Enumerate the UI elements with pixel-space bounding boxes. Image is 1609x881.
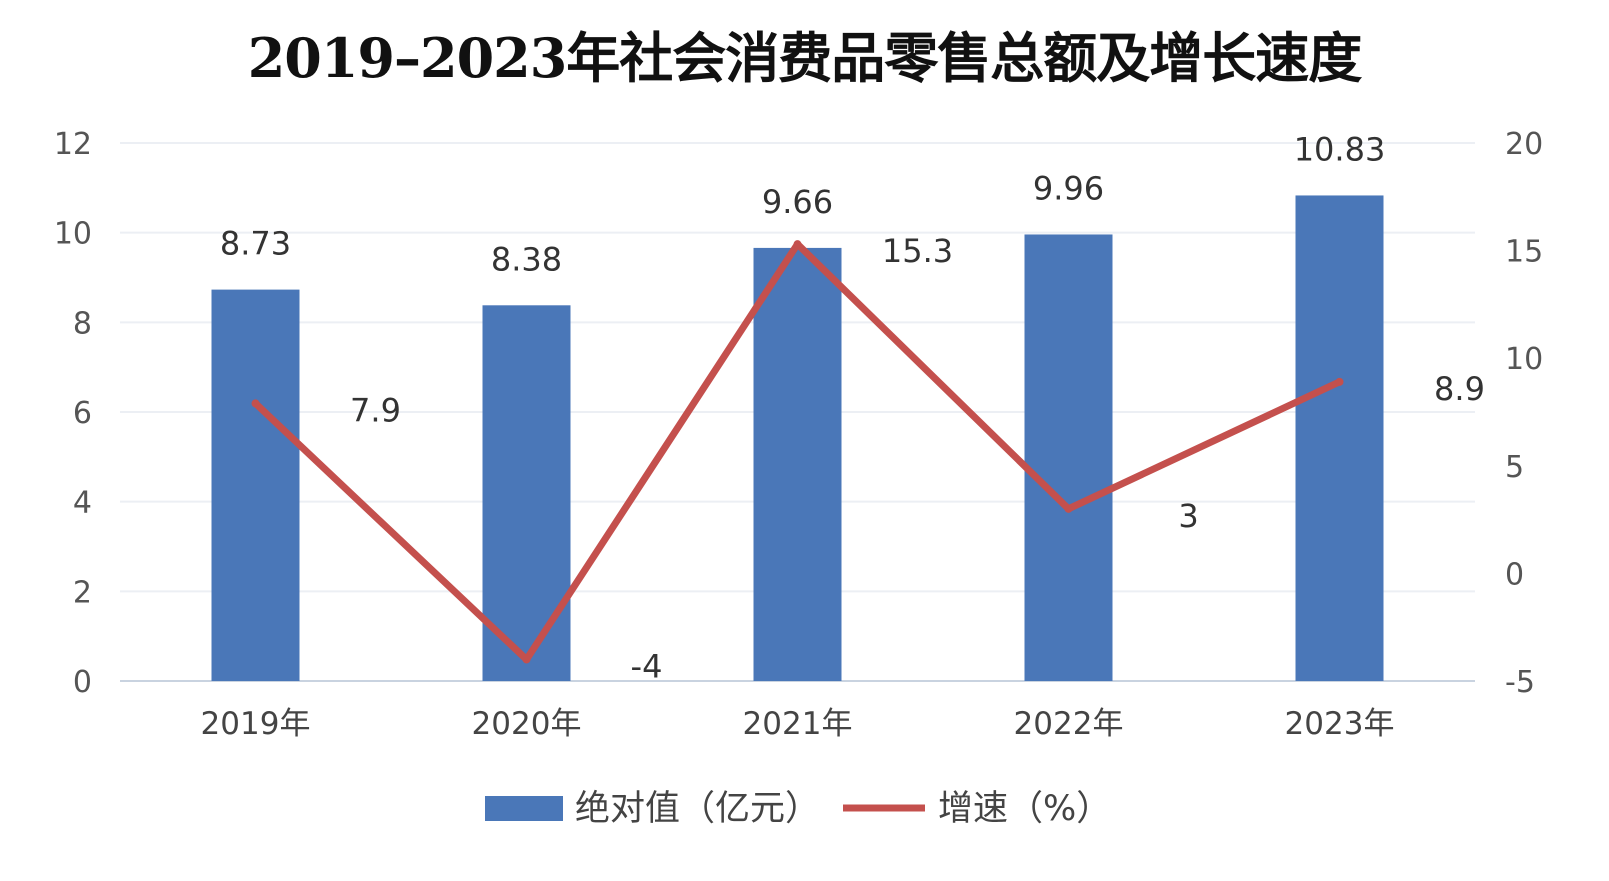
bar-data-label: 8.73 <box>220 225 291 263</box>
y-right-tick-label: 5 <box>1505 450 1524 485</box>
bar-data-label: 10.83 <box>1294 130 1386 168</box>
line-point <box>793 240 802 249</box>
bar-data-label: 8.38 <box>491 240 562 278</box>
bar <box>482 305 571 681</box>
line-data-label: -4 <box>631 647 663 685</box>
y-left-tick-label: 12 <box>54 127 92 162</box>
y-left-tick-label: 8 <box>73 306 92 341</box>
line-point <box>251 399 260 408</box>
legend-label-line: 增速（%） <box>938 789 1111 829</box>
legend-swatch-bar <box>485 796 563 821</box>
bar <box>753 247 842 681</box>
line-point <box>1064 504 1073 513</box>
y-right-tick-label: -5 <box>1505 665 1535 700</box>
line-data-label: 7.9 <box>350 391 401 429</box>
x-tick-label: 2022年 <box>1014 706 1124 742</box>
y-left-tick-label: 4 <box>73 486 92 521</box>
bar-data-label: 9.96 <box>1033 169 1104 207</box>
x-tick-label: 2023年 <box>1285 706 1395 742</box>
bar <box>1024 234 1113 681</box>
line-data-label: 15.3 <box>882 232 953 270</box>
y-right-tick-label: 0 <box>1505 557 1524 592</box>
y-left-tick-label: 6 <box>73 396 92 431</box>
x-tick-label: 2021年 <box>743 706 853 742</box>
x-tick-label: 2019年 <box>201 706 311 742</box>
line-data-label: 8.9 <box>1434 370 1485 408</box>
y-left-tick-label: 2 <box>73 575 92 610</box>
bar <box>211 289 300 681</box>
bar <box>1295 195 1384 681</box>
chart-title: 2019–2023年社会消费品零售总额及增长速度 <box>247 26 1363 90</box>
bar-data-label: 9.66 <box>762 183 833 221</box>
line-data-label: 3 <box>1178 497 1198 535</box>
y-left-tick-label: 0 <box>73 665 92 700</box>
y-left-tick-label: 10 <box>54 217 92 252</box>
x-tick-label: 2020年 <box>472 706 582 742</box>
y-right-tick-label: 10 <box>1505 342 1543 377</box>
y-right-tick-label: 20 <box>1505 127 1543 162</box>
y-right-tick-label: 15 <box>1505 235 1543 270</box>
line-point <box>522 655 531 664</box>
legend-label-bar: 绝对值（亿元） <box>575 789 820 829</box>
line-point <box>1335 377 1344 386</box>
